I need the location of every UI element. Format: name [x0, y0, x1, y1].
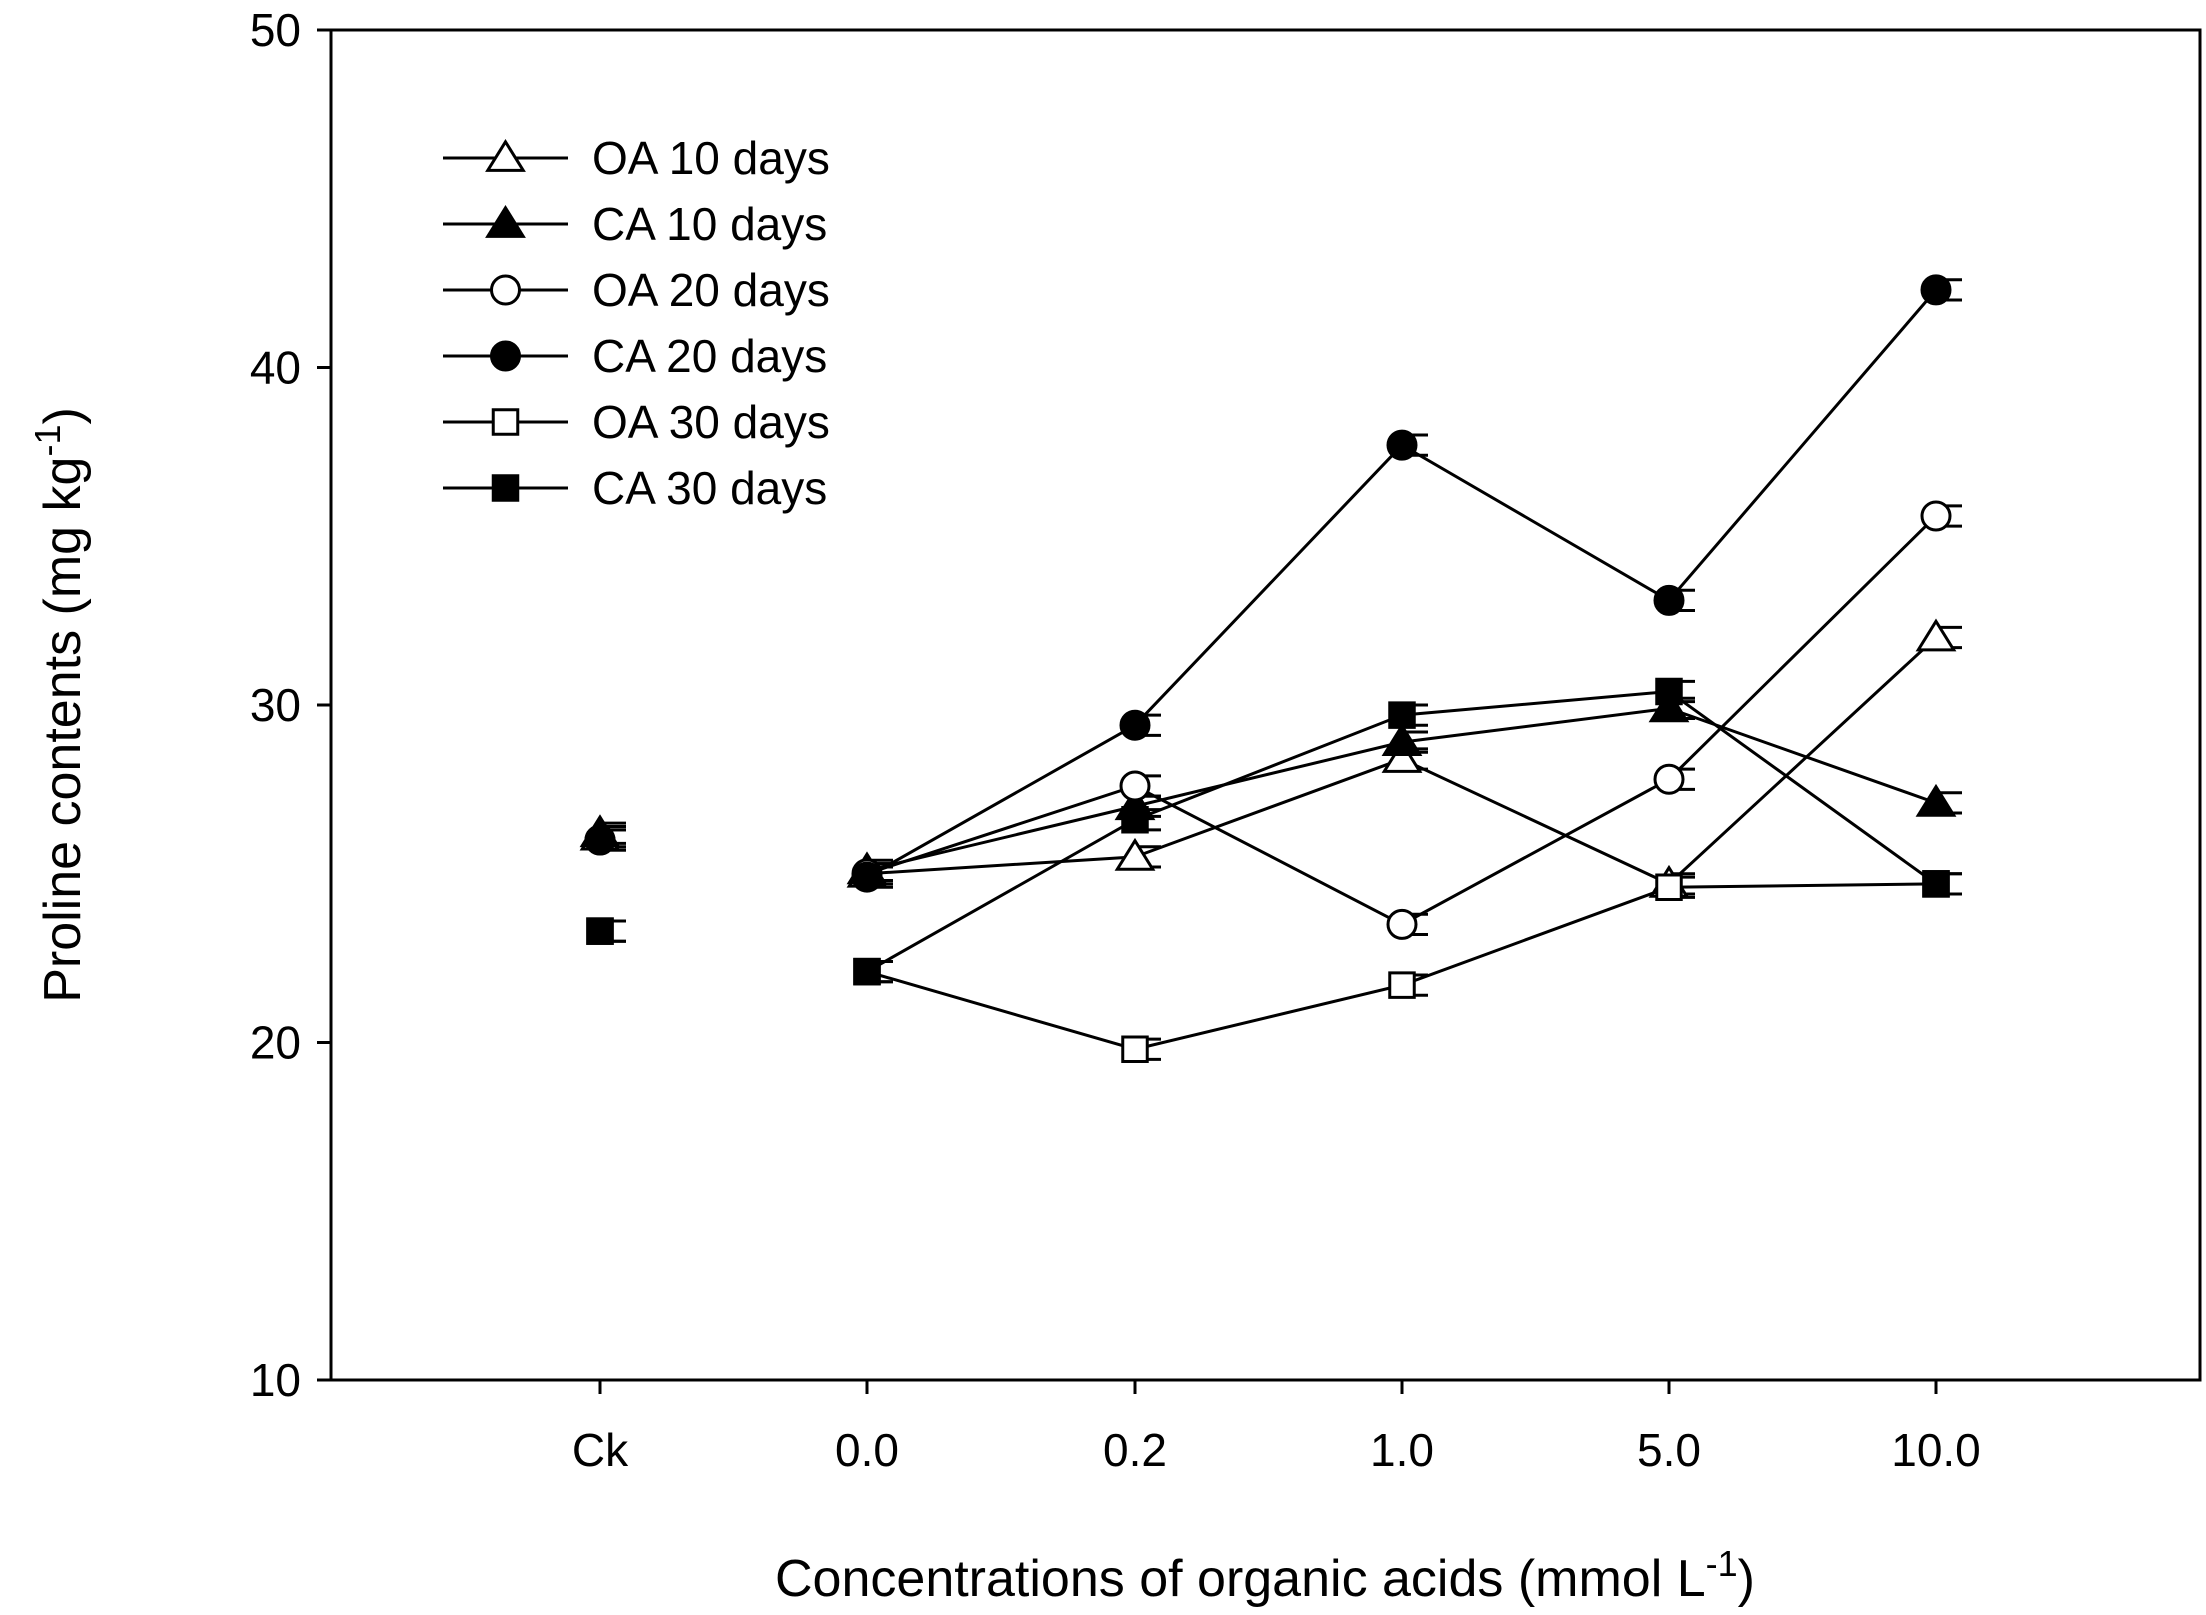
data-point: [1653, 584, 1685, 616]
legend-label: OA 30 days: [592, 396, 830, 448]
data-point: [1114, 837, 1156, 871]
series-layer: [579, 274, 1962, 1063]
legend-marker: [490, 274, 521, 306]
y-tick-label: 40: [250, 342, 301, 394]
data-point: [851, 861, 883, 893]
legend: OA 10 days CA 10 days OA 20 days CA 20 days…: [443, 132, 830, 514]
data-point: [1381, 723, 1423, 756]
legend-item: OA 30 days: [443, 396, 830, 448]
y-tick-label: 50: [250, 4, 301, 56]
series-line: [866, 288, 1938, 879]
legend-item: OA 10 days: [443, 132, 830, 184]
legend-item: CA 30 days: [443, 462, 827, 514]
legend-marker: [485, 138, 526, 172]
data-point: [1655, 677, 1683, 706]
data-point: [1121, 1035, 1149, 1063]
legend-item: OA 20 days: [443, 264, 830, 316]
legend-label: CA 10 days: [592, 198, 827, 250]
data-point: [1119, 770, 1151, 802]
x-axis-title: Concentrations of organic acids (mmol L-…: [775, 1543, 1755, 1608]
data-point: [1648, 689, 1690, 723]
y-tick-label: 20: [250, 1017, 301, 1069]
data-point: [1920, 500, 1952, 532]
data-point: [1119, 709, 1151, 741]
series-ca-10-days: [579, 689, 1962, 885]
legend-marker: [485, 204, 526, 238]
series-line: [866, 882, 1937, 1051]
legend-label: OA 10 days: [592, 132, 830, 184]
y-axis: 10 20 30 40 50: [250, 4, 331, 1406]
series-oa-30-days: [586, 870, 1962, 1063]
x-tick-label: 10.0: [1891, 1424, 1981, 1476]
series-oa-20-days: [584, 500, 1962, 940]
data-point: [1653, 763, 1685, 795]
data-point: [584, 824, 616, 856]
data-point: [1922, 870, 1950, 898]
data-point: [1655, 873, 1683, 901]
data-point: [1386, 908, 1418, 940]
data-point: [586, 917, 614, 945]
data-point: [1386, 429, 1418, 461]
data-point: [1381, 739, 1423, 773]
x-tick-label: 0.0: [835, 1424, 899, 1476]
x-tick-label: 0.2: [1103, 1424, 1167, 1476]
series-ca-20-days: [584, 274, 1962, 893]
data-point: [1915, 783, 1957, 817]
y-tick-label: 30: [250, 679, 301, 731]
y-axis-title: Proline contents (mg kg-1): [27, 407, 92, 1003]
data-point: [1388, 701, 1416, 729]
data-point: [1920, 274, 1952, 306]
data-point: [1388, 971, 1416, 999]
data-point: [853, 957, 881, 986]
legend-marker: [491, 474, 520, 502]
legend-label: CA 20 days: [592, 330, 827, 382]
legend-item: CA 20 days: [443, 330, 827, 382]
data-point: [1915, 618, 1957, 652]
legend-marker: [490, 340, 521, 372]
legend-label: OA 20 days: [592, 264, 830, 316]
x-tick-label: 1.0: [1370, 1424, 1434, 1476]
series-oa-10-days: [579, 618, 1962, 898]
series-ca-30-days: [586, 677, 1962, 986]
x-tick-label: Ck: [572, 1424, 629, 1476]
legend-marker: [491, 408, 520, 436]
y-tick-label: 10: [250, 1354, 301, 1406]
data-point: [1121, 806, 1149, 834]
x-axis: Ck 0.0 0.2 1.0 5.0 10.0: [572, 1380, 1981, 1476]
legend-label: CA 30 days: [592, 462, 827, 514]
x-tick-label: 5.0: [1637, 1424, 1701, 1476]
legend-item: CA 10 days: [443, 198, 827, 250]
